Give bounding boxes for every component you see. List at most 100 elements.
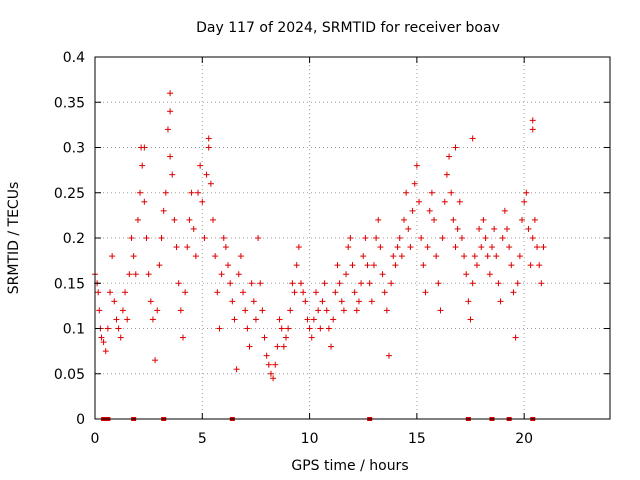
data-point (433, 253, 440, 260)
data-point (334, 262, 341, 269)
data-point (231, 316, 238, 323)
data-point (295, 244, 302, 251)
data-point (388, 280, 395, 287)
data-point (364, 262, 371, 269)
data-point (491, 225, 498, 232)
data-point (308, 334, 315, 341)
data-point (259, 307, 266, 314)
data-point (280, 343, 287, 350)
data-point (95, 289, 102, 296)
data-point (448, 189, 455, 196)
data-point (506, 244, 513, 251)
y-tick-label: 0 (76, 412, 85, 428)
data-point (145, 271, 152, 278)
data-point (456, 198, 463, 205)
data-point (182, 289, 189, 296)
data-point (246, 343, 253, 350)
data-point (398, 253, 405, 260)
data-point (471, 253, 478, 260)
data-point (437, 307, 444, 314)
y-tick-labels: 0 0.05 0.1 0.15 0.2 0.25 0.3 0.35 0.4 (54, 50, 85, 428)
data-point (167, 108, 174, 115)
data-point (164, 126, 171, 133)
y-tick-label: 0.3 (63, 141, 85, 157)
data-point (248, 280, 255, 287)
data-point (383, 307, 390, 314)
data-point (454, 225, 461, 232)
data-point (289, 280, 296, 287)
data-points (92, 90, 547, 382)
data-point (302, 298, 309, 305)
data-point (158, 235, 165, 241)
data-point (469, 135, 476, 142)
data-point (463, 271, 470, 278)
data-point (287, 307, 294, 314)
data-point (227, 280, 234, 287)
x-tick-label: 20 (515, 431, 533, 447)
y-tick-label: 0.1 (63, 322, 85, 338)
data-point (375, 216, 382, 223)
data-point (205, 144, 212, 151)
data-point (465, 298, 472, 305)
data-point (338, 298, 345, 305)
data-point (177, 307, 184, 314)
data-point (321, 280, 328, 287)
data-point (534, 244, 541, 251)
data-point (313, 289, 320, 296)
data-point (355, 298, 362, 305)
data-point (310, 316, 317, 323)
data-point (446, 153, 453, 160)
data-point (141, 144, 148, 151)
data-point (529, 126, 536, 133)
data-point (192, 253, 199, 260)
data-point (431, 216, 438, 223)
data-point (458, 235, 465, 241)
data-point (201, 235, 208, 241)
data-point (332, 289, 339, 296)
data-point (278, 325, 285, 332)
data-point (381, 289, 388, 296)
data-point (377, 244, 384, 251)
data-point (317, 325, 324, 332)
data-point (482, 235, 489, 241)
data-point (358, 280, 365, 287)
x-tick-label: 0 (91, 431, 100, 447)
data-point (113, 316, 120, 323)
data-point (156, 262, 163, 269)
data-point (443, 171, 450, 178)
data-point (452, 244, 459, 251)
data-point (420, 262, 427, 269)
data-point (501, 207, 508, 214)
data-point (306, 325, 313, 332)
data-point (349, 262, 356, 269)
data-point (244, 325, 251, 332)
data-point (525, 225, 532, 232)
data-point (298, 280, 304, 287)
data-point (360, 253, 367, 260)
data-point (461, 253, 468, 260)
data-point (265, 361, 272, 368)
data-point (212, 253, 219, 260)
data-point (519, 216, 526, 223)
data-point (124, 316, 131, 323)
data-point (413, 162, 420, 169)
data-point (409, 207, 416, 214)
data-point (497, 298, 504, 305)
chart-title: Day 117 of 2024, SRMTID for receiver boa… (196, 20, 500, 36)
data-point (521, 198, 528, 205)
data-point (504, 225, 510, 232)
data-point (229, 298, 236, 305)
y-axis-title: SRMTID / TECUs (6, 182, 22, 295)
data-point (323, 307, 330, 314)
data-point (98, 334, 105, 341)
data-point (242, 307, 249, 314)
data-point (373, 235, 380, 241)
data-point (218, 271, 225, 278)
data-point (104, 325, 111, 332)
data-point (300, 289, 307, 296)
x-tick-label: 15 (408, 431, 426, 447)
data-point (128, 235, 135, 241)
data-point (274, 343, 281, 350)
data-point (149, 316, 156, 323)
data-point (351, 289, 358, 296)
